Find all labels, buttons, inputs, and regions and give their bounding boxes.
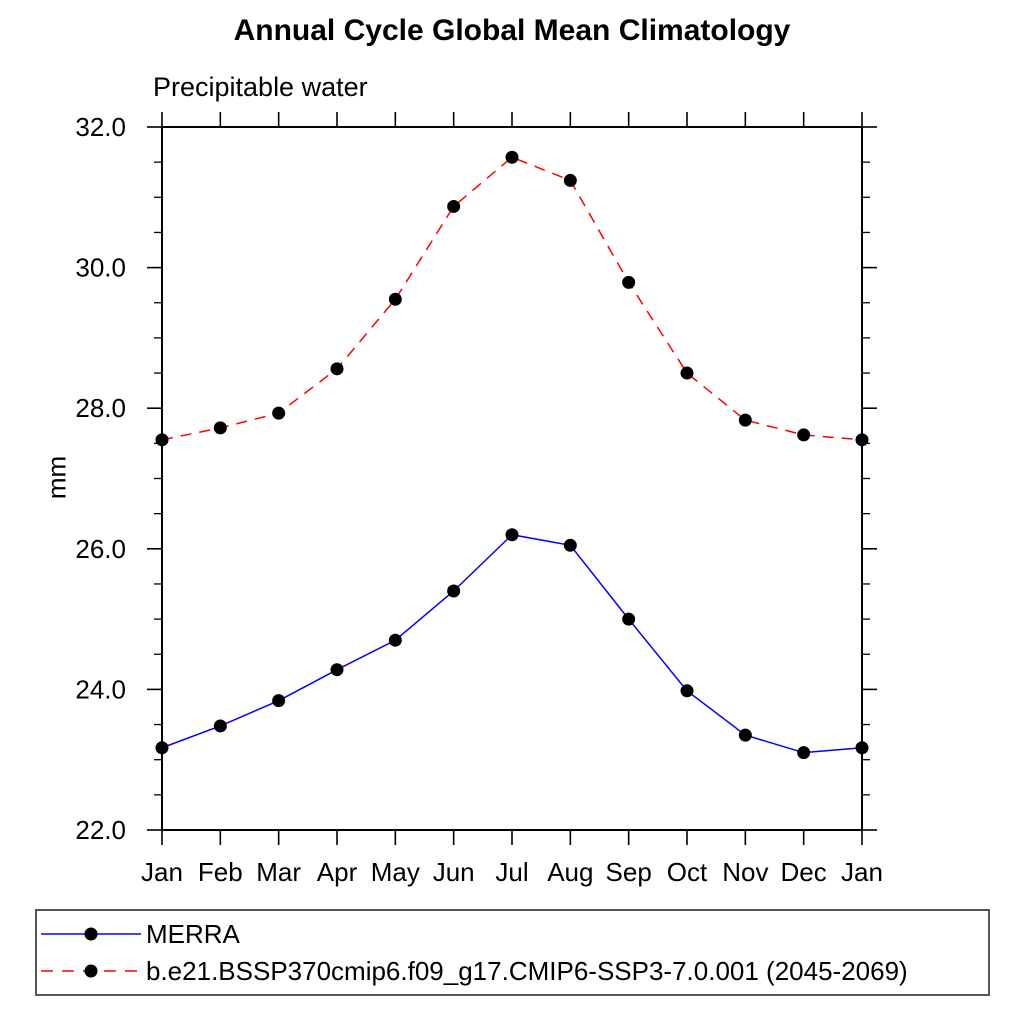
data-point-marker [797,428,811,442]
legend-marker-icon [84,927,98,941]
series-line-dashed [161,156,863,441]
x-axis-label: Nov [722,857,768,887]
legend-line-sample [41,927,141,941]
data-point-marker [330,663,344,677]
x-axis-label: Apr [317,857,358,887]
data-point-marker [563,538,577,552]
x-axis-label: Mar [256,857,301,887]
data-point-marker [213,719,227,733]
x-axis-label: Jun [433,857,475,887]
legend-label: b.e21.BSSP370cmip6.f09_g17.CMIP6-SSP3-7.… [146,956,908,987]
x-axis-label: Sep [606,857,652,887]
y-axis-label: 28.0 [75,393,126,423]
data-point-marker [855,433,869,447]
y-axis-label: 30.0 [75,253,126,283]
data-point-marker [272,406,286,420]
data-point-marker [155,433,169,447]
x-axis-label: Jul [495,857,528,887]
x-axis-label: Jan [841,857,883,887]
data-point-marker [447,199,461,213]
legend-line-sample [41,964,141,978]
legend-item: MERRA [39,919,988,949]
data-point-marker [622,275,636,289]
data-point-marker [213,421,227,435]
data-point-marker [797,746,811,760]
legend-marker-icon [84,964,98,978]
data-point-marker [505,528,519,542]
y-axis-label: 22.0 [75,815,126,845]
chart-title: Annual Cycle Global Mean Climatology [233,14,791,47]
data-point-marker [738,413,752,427]
x-axis-label: Feb [198,857,243,887]
x-axis-label: Oct [667,857,708,887]
data-point-marker [855,741,869,755]
y-axis-label: 26.0 [75,534,126,564]
data-point-marker [272,694,286,708]
data-point-marker [563,173,577,187]
data-point-marker [330,362,344,376]
legend-item: b.e21.BSSP370cmip6.f09_g17.CMIP6-SSP3-7.… [39,956,988,986]
plot-frame [161,126,863,831]
y-axis-label: 24.0 [75,674,126,704]
y-axis-label: 32.0 [75,112,126,142]
data-point-marker [155,741,169,755]
x-axis-label: Aug [547,857,593,887]
chart-subtitle: Precipitable water [153,72,368,102]
series-line-solid [161,533,863,754]
data-point-marker [738,728,752,742]
x-axis-label: Jan [141,857,183,887]
legend-label: MERRA [146,918,240,949]
legend: MERRA b.e21.BSSP370cmip6.f09_g17.CMIP6-SS… [35,909,990,996]
data-point-marker [447,584,461,598]
x-axis-label: Dec [781,857,827,887]
data-point-marker [622,612,636,626]
x-axis-label: May [371,857,420,887]
data-point-marker [680,366,694,380]
data-point-marker [388,633,402,647]
data-point-marker [388,292,402,306]
data-point-marker [680,684,694,698]
data-point-marker [505,150,519,164]
